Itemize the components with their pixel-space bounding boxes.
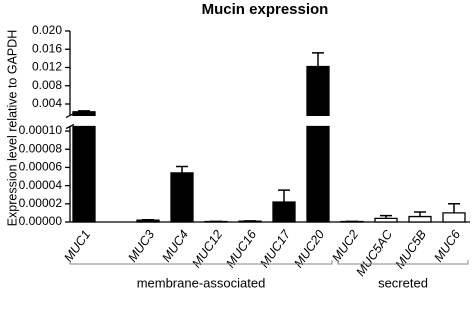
- error-bar: [78, 110, 90, 112]
- x-tick-label: MUC6: [431, 228, 463, 265]
- error-bar: [448, 203, 460, 213]
- y-tick-label: 0.012: [32, 60, 62, 74]
- group-bracket: [69, 260, 333, 265]
- y-tick-label: 0.008: [32, 78, 62, 92]
- x-tick-label: MUC3: [125, 228, 157, 265]
- bar: [442, 212, 466, 223]
- y-tick-label: 0.016: [32, 41, 62, 55]
- bar: [170, 172, 194, 223]
- error-bar: [278, 189, 290, 202]
- y-tick-label: 0.00008: [19, 141, 63, 155]
- y-tick-label: 0.00010: [19, 123, 63, 137]
- x-tick-label: MUC1: [61, 228, 93, 265]
- bar: [136, 219, 160, 223]
- error-bar: [176, 165, 188, 173]
- y-tick-label: 0.00006: [19, 160, 63, 174]
- x-tick-label: MUC5B: [393, 228, 430, 272]
- bar: [374, 217, 398, 223]
- x-tick-label: MUC5AC: [353, 227, 395, 279]
- bar: [72, 111, 96, 223]
- y-tick-label: 0.00000: [19, 214, 63, 228]
- x-tick-label: MUC4: [159, 228, 191, 265]
- y-tick-label: 0.004: [32, 96, 62, 110]
- chart-title: Mucin expression: [202, 1, 329, 18]
- bar: [408, 215, 432, 223]
- error-bar: [312, 52, 324, 67]
- group-label: membrane-associated: [137, 275, 266, 290]
- group-label: secreted: [378, 275, 428, 290]
- group-bracket: [337, 260, 469, 265]
- error-bar: [414, 211, 426, 217]
- error-bar: [380, 214, 392, 219]
- bar: [272, 201, 296, 223]
- y-tick-label: 0.020: [32, 23, 62, 37]
- x-tick-label: MUC2: [329, 228, 361, 265]
- y-axis-label: Expression level relative to GAPDH: [5, 30, 19, 227]
- y-tick-label: 0.00002: [19, 196, 63, 210]
- bar: [306, 65, 330, 223]
- axis-break: [65, 123, 75, 130]
- y-tick-label: 0.00004: [19, 178, 63, 192]
